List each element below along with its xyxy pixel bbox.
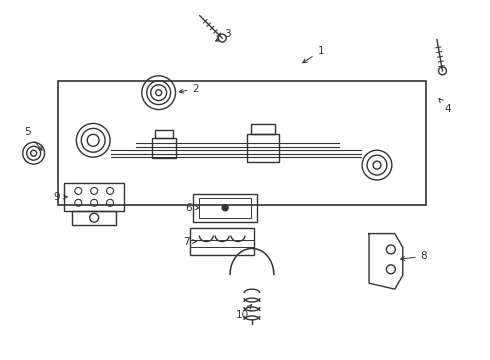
Text: 6: 6 xyxy=(185,203,199,213)
Bar xyxy=(251,125,275,134)
Bar xyxy=(58,81,426,205)
Text: 7: 7 xyxy=(183,237,196,247)
Bar xyxy=(247,134,279,162)
Text: 1: 1 xyxy=(303,46,324,63)
Text: 5: 5 xyxy=(24,127,42,150)
Text: 4: 4 xyxy=(439,99,451,113)
Circle shape xyxy=(222,205,228,211)
Bar xyxy=(155,130,172,138)
Bar xyxy=(64,183,124,211)
Text: 3: 3 xyxy=(216,29,231,41)
Bar xyxy=(191,228,254,255)
Text: 10: 10 xyxy=(236,305,251,320)
Bar xyxy=(194,194,257,222)
Bar xyxy=(152,138,175,158)
Bar xyxy=(73,211,116,225)
Text: 2: 2 xyxy=(179,84,199,94)
Bar xyxy=(199,198,251,218)
Text: 8: 8 xyxy=(401,251,427,261)
Text: 9: 9 xyxy=(53,192,67,202)
